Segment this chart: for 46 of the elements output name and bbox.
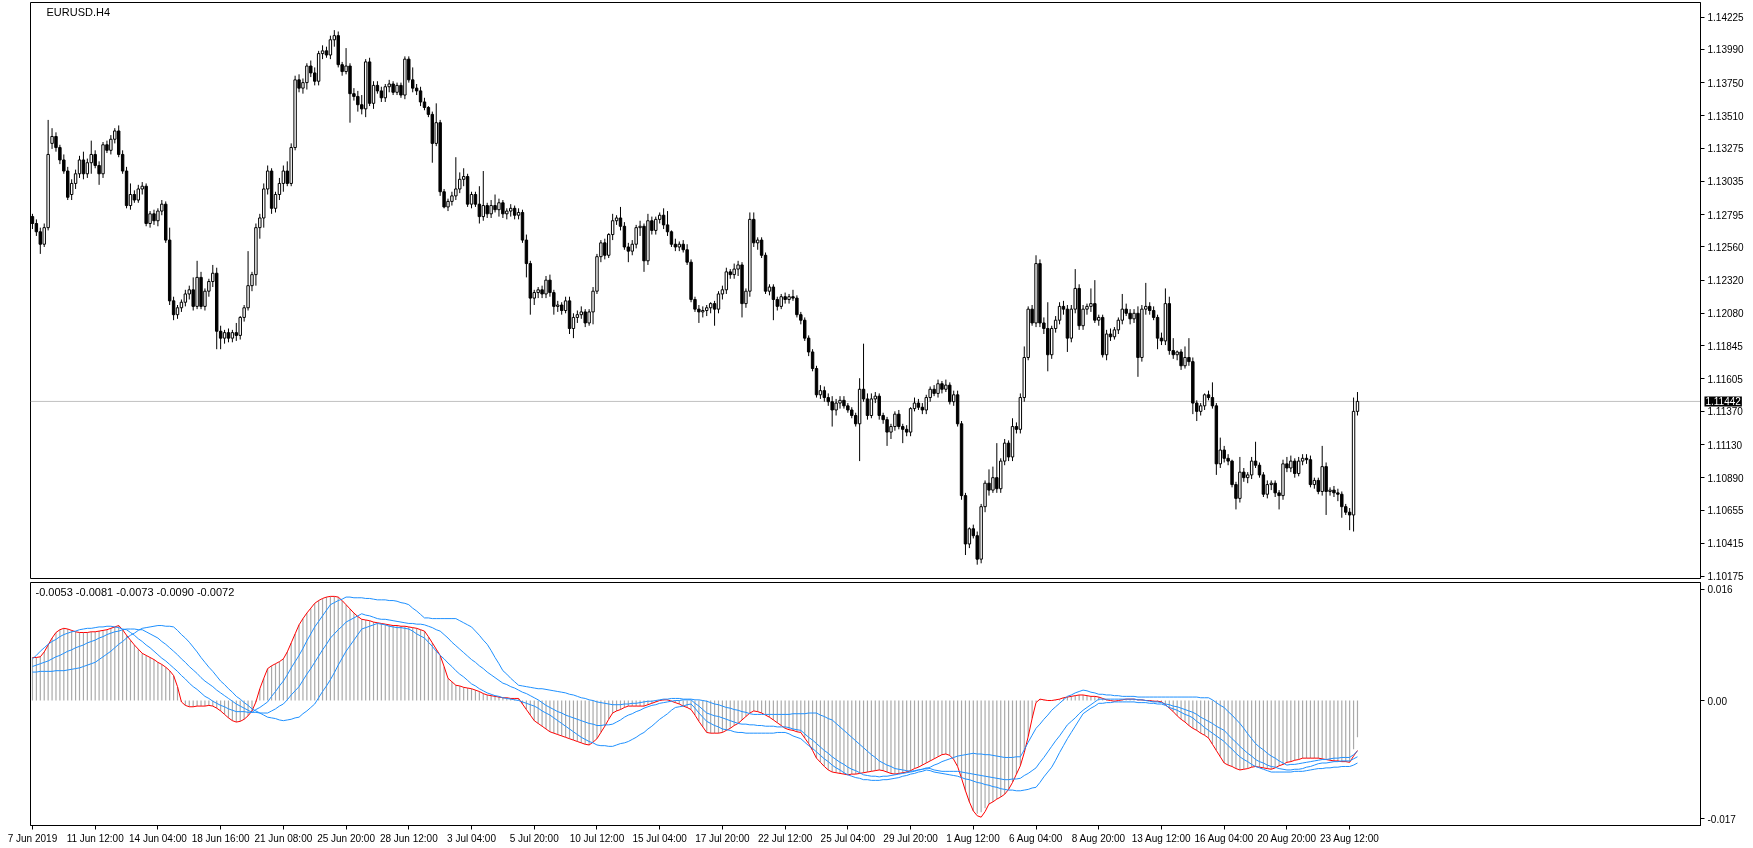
x-tick-label: 8 Aug 20:00 xyxy=(1071,832,1126,844)
x-tick-label: 3 Jul 04:00 xyxy=(447,832,497,844)
y-tick-label: 1.10655 xyxy=(1707,505,1745,517)
y-tick-label: 1.10415 xyxy=(1707,538,1745,550)
y-tick-label: 1.13510 xyxy=(1707,110,1745,122)
y-tick-label: 1.12560 xyxy=(1707,241,1745,253)
x-tick-label: 13 Aug 12:00 xyxy=(1131,832,1192,844)
y-tick-label: 1.13275 xyxy=(1707,143,1745,155)
y-tick-label: -0.017 xyxy=(1707,813,1737,825)
x-tick-label: 29 Jul 20:00 xyxy=(883,832,939,844)
x-tick-label: 5 Jul 20:00 xyxy=(509,832,560,844)
x-tick-label: 1 Aug 12:00 xyxy=(946,832,1001,844)
chart-title: EURUSD.H4 xyxy=(46,5,111,18)
x-tick-label: 25 Jun 20:00 xyxy=(317,832,376,844)
y-tick-label: 1.13750 xyxy=(1707,77,1745,89)
x-tick-label: 6 Aug 04:00 xyxy=(1009,832,1063,844)
x-tick-label: 28 Jun 12:00 xyxy=(379,832,439,844)
x-tick-label: 16 Aug 04:00 xyxy=(1194,832,1254,844)
ref-line-label: 1.11442 xyxy=(1705,396,1742,408)
y-tick-label: 1.11130 xyxy=(1707,439,1743,451)
x-tick-label: 25 Jul 04:00 xyxy=(820,832,876,844)
y-tick-label: 1.11370 xyxy=(1707,406,1744,418)
x-tick-label: 20 Aug 20:00 xyxy=(1257,832,1317,844)
y-tick-label: 1.12795 xyxy=(1707,209,1745,221)
x-tick-label: 22 Jul 12:00 xyxy=(757,832,813,844)
y-tick-label: 0.016 xyxy=(1707,584,1733,596)
x-tick-label: 15 Jul 04:00 xyxy=(632,832,688,844)
y-tick-label: 1.10890 xyxy=(1707,472,1745,484)
x-tick-label: 23 Aug 12:00 xyxy=(1319,832,1380,844)
y-tick-label: 1.12080 xyxy=(1707,308,1745,320)
x-tick-label: 17 Jul 20:00 xyxy=(695,832,751,844)
y-tick-label: 1.12320 xyxy=(1707,275,1745,287)
x-tick-label: 7 Jun 2019 xyxy=(7,832,58,844)
y-tick-label: 0.00 xyxy=(1707,695,1728,707)
x-tick-label: 11 Jun 12:00 xyxy=(66,832,125,844)
x-tick-label: 10 Jul 12:00 xyxy=(569,832,625,844)
x-tick-label: 18 Jun 16:00 xyxy=(191,832,250,844)
x-tick-label: 14 Jun 04:00 xyxy=(128,832,188,844)
y-tick-label: 1.11845 xyxy=(1707,340,1744,352)
y-tick-label: 1.10175 xyxy=(1707,571,1745,583)
y-tick-label: 1.13035 xyxy=(1707,176,1745,188)
x-tick-label: 21 Jun 08:00 xyxy=(254,832,313,844)
y-tick-label: 1.13990 xyxy=(1707,44,1745,56)
chart-title: -0.0053 -0.0081 -0.0073 -0.0090 -0.0072 xyxy=(35,585,235,598)
y-tick-label: 1.11605 xyxy=(1707,373,1744,385)
y-tick-label: 1.14225 xyxy=(1707,12,1745,23)
